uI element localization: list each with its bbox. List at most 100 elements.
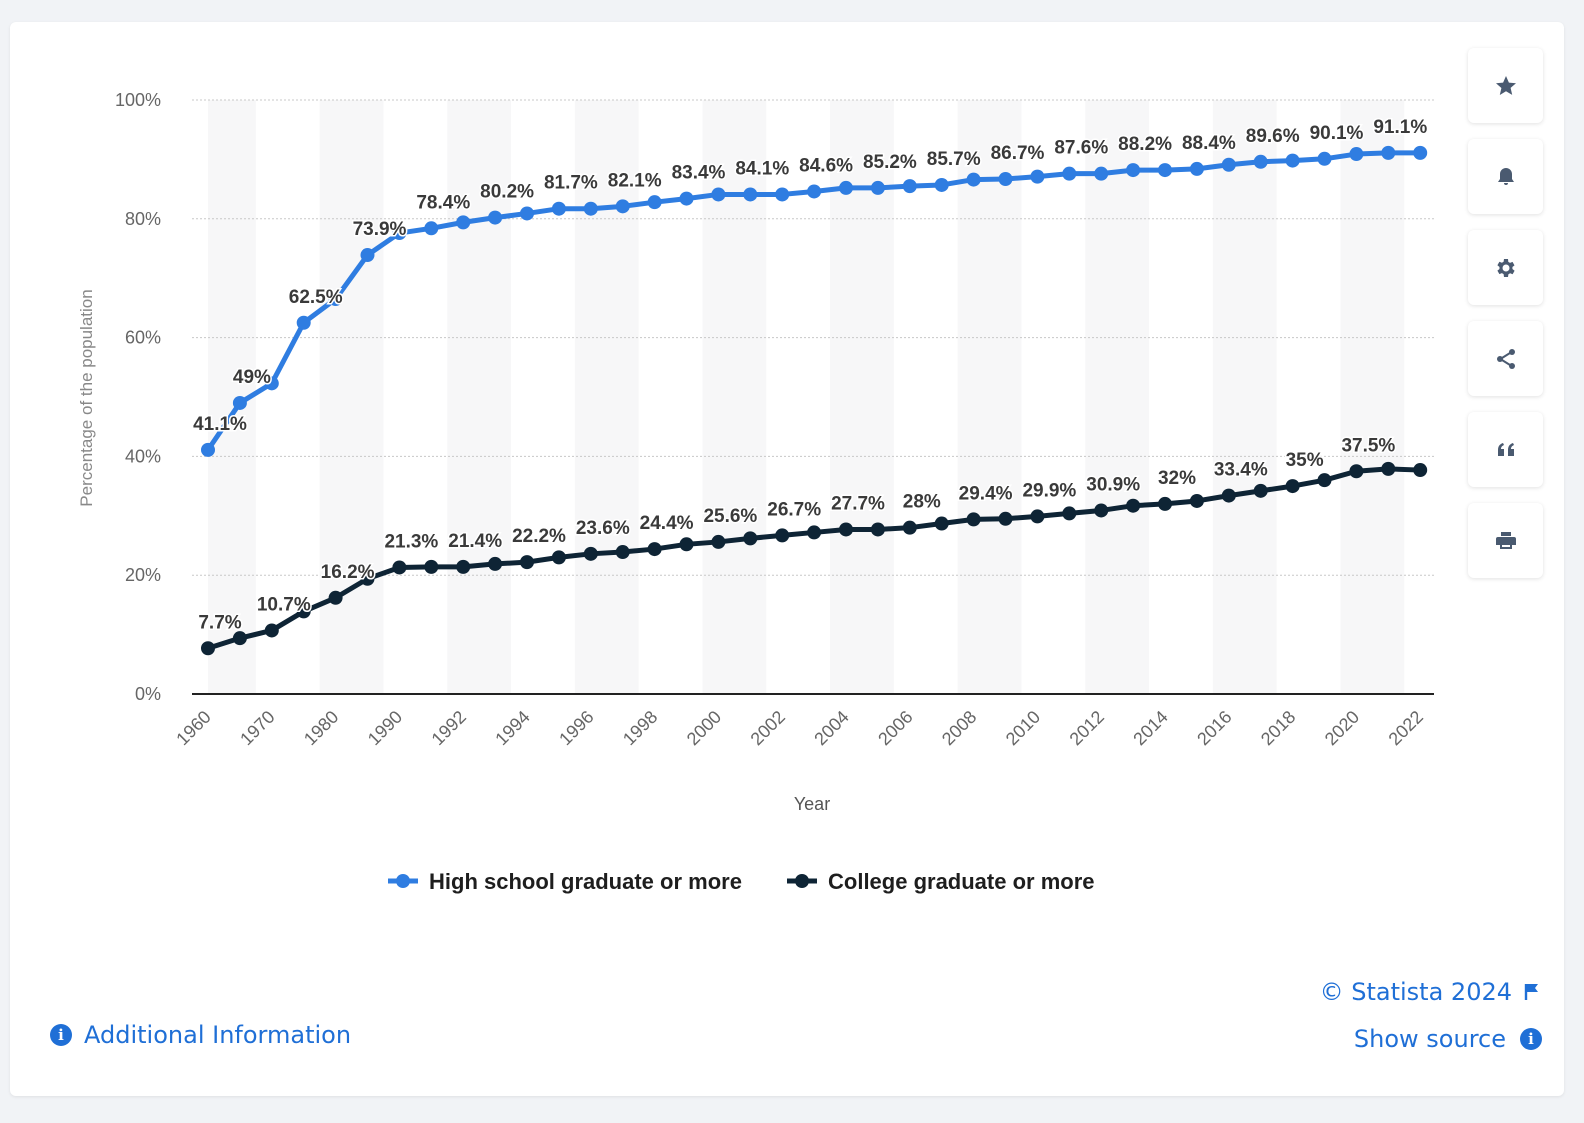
legend-swatch-dot — [795, 874, 809, 888]
data-point — [870, 522, 885, 537]
x-tick-label: 1998 — [619, 707, 661, 749]
show-source-link[interactable]: Show source i — [1354, 1025, 1542, 1053]
data-point — [328, 590, 343, 605]
data-point — [679, 191, 694, 206]
data-label: 21.3% — [384, 531, 438, 552]
data-label: 87.6% — [1054, 138, 1108, 159]
data-point — [392, 560, 407, 575]
data-point — [839, 522, 853, 537]
data-point — [1349, 147, 1364, 162]
data-label: 32% — [1158, 468, 1196, 489]
x-tick-label: 2012 — [1066, 707, 1108, 749]
data-point — [902, 179, 917, 194]
favorite-button[interactable] — [1468, 48, 1543, 123]
data-label: 73.9% — [353, 219, 407, 240]
data-point — [870, 180, 885, 195]
grid-band — [319, 100, 384, 694]
copyright[interactable]: © Statista 2024 — [1320, 978, 1540, 1006]
data-point — [934, 516, 949, 531]
x-tick-label: 1970 — [236, 707, 278, 749]
data-point — [296, 604, 311, 619]
data-label: 88.4% — [1182, 133, 1236, 154]
y-tick-label: 0% — [135, 684, 161, 704]
x-tick-label: 2008 — [938, 707, 980, 749]
data-point — [360, 248, 375, 263]
y-tick-label: 100% — [115, 90, 161, 110]
data-point — [201, 442, 215, 457]
data-label: 29.9% — [1022, 480, 1076, 501]
notification-button[interactable] — [1468, 139, 1543, 214]
grid-band — [957, 100, 1022, 694]
data-point — [1317, 473, 1332, 488]
data-point — [424, 559, 439, 574]
x-tick-label: 1980 — [300, 707, 342, 749]
data-point — [998, 172, 1013, 187]
grid-band — [1340, 100, 1405, 694]
data-point — [1413, 463, 1428, 478]
data-point — [902, 520, 917, 535]
x-tick-label: 1990 — [364, 707, 406, 749]
x-tick-label: 2002 — [747, 707, 789, 749]
settings-button[interactable] — [1468, 230, 1543, 305]
x-tick-label: 2010 — [1002, 707, 1044, 749]
data-point — [232, 395, 247, 410]
grid-band — [830, 100, 894, 694]
data-point — [839, 180, 853, 195]
print-button[interactable] — [1468, 503, 1543, 578]
data-point — [1381, 461, 1396, 476]
data-point — [1349, 464, 1364, 479]
data-label: 21.4% — [448, 531, 502, 552]
data-label: 27.7% — [831, 493, 885, 514]
x-tick-label: 1996 — [555, 707, 597, 749]
star-icon — [1495, 75, 1516, 95]
data-label: 80.2% — [480, 182, 534, 203]
data-label: 91.1% — [1373, 117, 1427, 138]
show-source-text: Show source — [1353, 1025, 1506, 1053]
cite-button[interactable] — [1468, 412, 1543, 487]
data-point — [1189, 161, 1204, 176]
data-label: 84.6% — [799, 155, 853, 176]
data-label: 22.2% — [512, 526, 566, 547]
data-label: 16.2% — [321, 562, 375, 583]
data-label: 83.4% — [672, 163, 726, 184]
data-point — [551, 550, 566, 565]
x-tick-label: 1992 — [428, 707, 470, 749]
data-label: 29.4% — [959, 483, 1013, 504]
grid-band — [1085, 100, 1150, 694]
data-point — [966, 172, 981, 187]
share-icon — [1496, 348, 1515, 369]
data-point — [583, 546, 598, 561]
y-tick-label: 60% — [125, 328, 161, 348]
share-button[interactable] — [1468, 321, 1543, 396]
data-point — [1221, 157, 1236, 172]
data-label: 10.7% — [257, 594, 311, 615]
data-point — [520, 555, 534, 570]
data-point — [743, 531, 758, 546]
data-label: 86.7% — [991, 143, 1045, 164]
grid-band — [1212, 100, 1277, 694]
data-point — [615, 545, 630, 560]
gear-icon — [1496, 258, 1515, 277]
additional-information-link[interactable]: i Additional Information — [50, 1021, 351, 1049]
data-label: 90.1% — [1310, 123, 1364, 144]
x-tick-label: 1994 — [491, 707, 533, 749]
data-point — [1094, 166, 1109, 181]
y-tick-label: 80% — [125, 209, 161, 229]
data-label: 24.4% — [640, 513, 694, 534]
data-label: 88.2% — [1118, 134, 1172, 155]
data-point — [1221, 488, 1236, 503]
info-icon: i — [50, 1024, 72, 1046]
data-label: 84.1% — [735, 158, 789, 179]
grid-band — [447, 100, 512, 694]
data-point — [1413, 145, 1428, 160]
data-label: 26.7% — [767, 499, 821, 520]
data-point — [1285, 153, 1300, 168]
data-point — [1062, 506, 1077, 521]
data-label: 85.2% — [863, 152, 917, 173]
x-tick-label: 2004 — [810, 707, 852, 749]
data-point — [647, 195, 662, 210]
legend-label: College graduate or more — [828, 869, 1095, 894]
toolbar — [1468, 48, 1543, 594]
data-point — [264, 623, 279, 638]
y-tick-label: 40% — [125, 446, 161, 466]
